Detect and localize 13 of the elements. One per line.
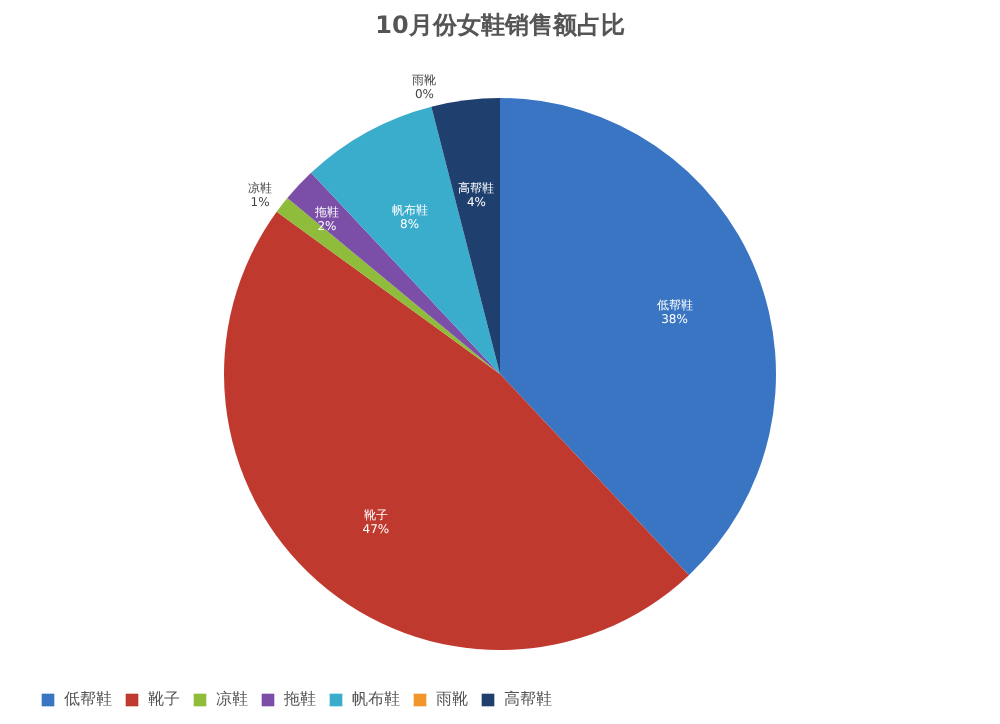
legend-label: 拖鞋 (282, 690, 316, 708)
pie-slice (276, 198, 500, 374)
pie-slice (431, 98, 500, 374)
chart-title: 10月份女鞋销售额占比 (375, 10, 625, 39)
legend-label: 高帮鞋 (504, 690, 552, 708)
pie-slice (500, 98, 776, 576)
legend-label: 靴子 (148, 690, 180, 708)
pie-slice (311, 106, 500, 374)
pie-slice (287, 172, 500, 374)
legend-label: 凉鞋 (216, 690, 248, 708)
legend-label: 帆布鞋 (352, 690, 400, 708)
legend-label: 低帮鞋 (64, 690, 112, 708)
legend-label: 雨靴 (436, 690, 468, 708)
